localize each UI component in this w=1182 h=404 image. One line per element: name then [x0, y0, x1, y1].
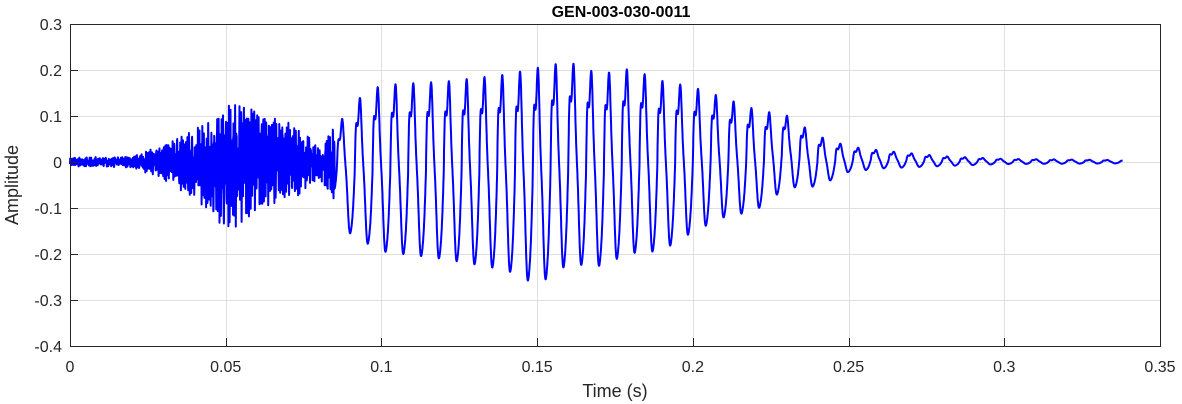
plot-frame: [70, 24, 1161, 347]
y-tick-label: 0.1: [40, 109, 62, 126]
y-axis-label: Amplitude: [2, 145, 22, 225]
series-layer: [69, 62, 1124, 282]
y-tick-label: 0.3: [40, 17, 62, 34]
x-tick-label: 0: [66, 359, 75, 376]
x-tick-label: 0.2: [682, 359, 704, 376]
x-axis-label: Time (s): [582, 381, 647, 401]
chart-title: GEN-003-030-0011: [552, 4, 691, 21]
x-tick-label: 0.05: [210, 359, 241, 376]
x-tick-label: 0.3: [993, 359, 1015, 376]
y-tick-label: -0.3: [34, 293, 62, 310]
series-line-amplitude: [69, 62, 1124, 282]
x-tick-label: 0.1: [370, 359, 392, 376]
y-axis-ticks: 0.3 0.2 0.1 0 -0.1 -0.2 -0.3 -0.4: [34, 17, 78, 356]
x-tick-label: 0.15: [522, 359, 553, 376]
y-tick-label: -0.4: [34, 339, 62, 356]
y-tick-label: 0: [53, 155, 62, 172]
y-tick-label: -0.1: [34, 201, 62, 218]
y-tick-label: -0.2: [34, 247, 62, 264]
y-tick-label: 0.2: [40, 63, 62, 80]
x-tick-label: 0.35: [1144, 359, 1175, 376]
x-axis-ticks: 0 0.05 0.1 0.15 0.2 0.25 0.3 0.35: [66, 338, 1176, 376]
x-tick-label: 0.25: [833, 359, 864, 376]
